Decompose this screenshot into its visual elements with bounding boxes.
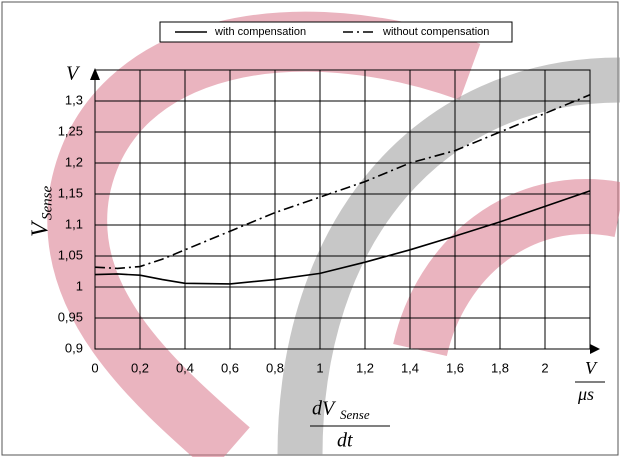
legend-label: with compensation — [214, 26, 306, 38]
x-tick-label: 0,2 — [131, 360, 149, 375]
y-tick-label: 1,3 — [65, 92, 83, 107]
x-tick-label: 2 — [541, 360, 548, 375]
x-tick-label: 0,8 — [266, 360, 284, 375]
x-unit-den: μs — [577, 384, 594, 404]
y-tick-label: 1,2 — [65, 154, 83, 169]
y-tick-label: 1,1 — [65, 216, 83, 231]
x-tick-label: 0,6 — [221, 360, 239, 375]
x-tick-label: 1,8 — [491, 360, 509, 375]
x-tick-label: 0 — [91, 360, 98, 375]
y-tick-label: 1,15 — [58, 185, 83, 200]
x-tick-label: 1 — [316, 360, 323, 375]
y-tick-label: 0,9 — [65, 340, 83, 355]
y-label-main: V — [28, 220, 54, 237]
x-tick-label: 1,4 — [401, 360, 419, 375]
x-label-sub: Sense — [340, 407, 370, 422]
legend-label: without compensation — [382, 26, 489, 38]
x-tick-label: 0,4 — [176, 360, 194, 375]
x-label-den: dt — [337, 430, 353, 452]
x-tick-label: 1,2 — [356, 360, 374, 375]
x-label-num: dV — [312, 398, 337, 420]
x-tick-label: 1,6 — [446, 360, 464, 375]
y-tick-label: 1,25 — [58, 123, 83, 138]
chart: 0 0,2 0,4 0,6 0,8 1 1,2 1,4 1,6 1,8 2 0,9 0,95 1 1,05 1… — [0, 0, 620, 457]
y-label-sub: Sense — [39, 186, 55, 220]
y-tick-label: 0,95 — [58, 309, 83, 324]
y-tick-label: 1,05 — [58, 247, 83, 262]
y-tick-label: 1 — [76, 278, 83, 293]
